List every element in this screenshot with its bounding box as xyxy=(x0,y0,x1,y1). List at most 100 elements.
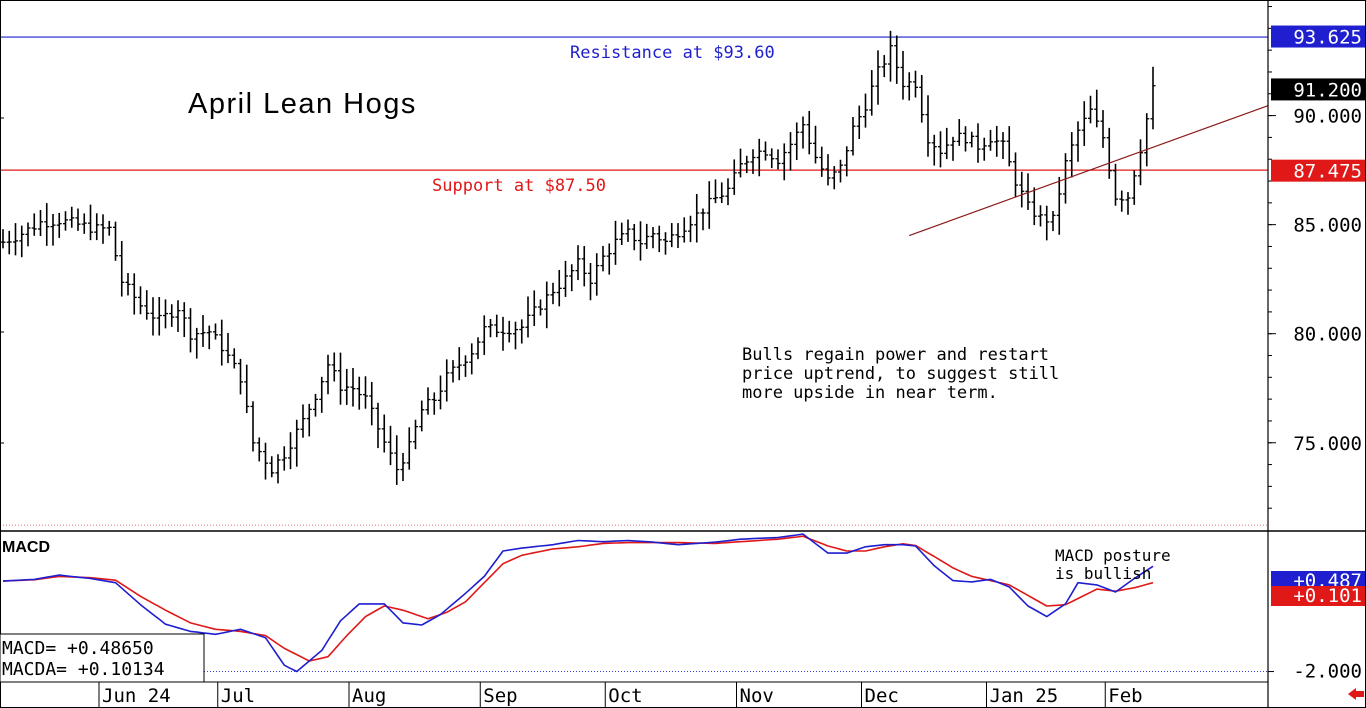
price-annotation-line: price uptrend, to suggest still xyxy=(742,364,1059,384)
macd-tag-bg-1 xyxy=(1271,586,1365,606)
ohlc-bar xyxy=(250,401,256,452)
ohlc-bar xyxy=(75,208,81,231)
ohlc-bar xyxy=(406,427,412,470)
ohlc-bar xyxy=(1025,173,1031,210)
ohlc-bar xyxy=(288,432,293,470)
ohlc-bar xyxy=(488,319,493,338)
ohlc-bar xyxy=(906,72,912,101)
ohlc-bar xyxy=(900,50,906,100)
ohlc-bar xyxy=(350,368,356,407)
month-label: Dec xyxy=(865,685,899,707)
ohlc-bar xyxy=(381,414,387,453)
ohlc-bar xyxy=(438,375,443,410)
ohlc-bar xyxy=(200,315,206,347)
ohlc-bar xyxy=(775,149,781,170)
ohlc-bar xyxy=(513,321,518,350)
price-annotation: Bulls regain power and restart price uptr… xyxy=(742,345,1059,403)
ohlc-bar xyxy=(300,404,306,438)
ohlc-bar xyxy=(1106,127,1112,179)
ohlc-bar xyxy=(1031,187,1037,226)
ohlc-bar xyxy=(713,179,718,204)
month-label: Feb xyxy=(1108,685,1142,707)
ohlc-bar xyxy=(506,320,512,343)
ohlc-bar xyxy=(1119,190,1125,212)
ohlc-bar xyxy=(363,376,368,409)
ohlc-bar xyxy=(650,227,656,249)
ohlc-bar xyxy=(1050,210,1056,232)
ohlc-bar xyxy=(444,359,450,402)
ohlc-bar xyxy=(1044,205,1050,241)
ohlc-bar xyxy=(838,159,843,183)
ohlc-bar xyxy=(588,263,593,301)
ohlc-bar xyxy=(81,213,87,234)
readout-box xyxy=(0,633,205,683)
chart-title: April Lean Hogs xyxy=(188,88,417,120)
ohlc-bar xyxy=(456,347,462,381)
ohlc-bar xyxy=(156,296,162,336)
ohlc-bar xyxy=(194,327,200,359)
ohlc-bar xyxy=(131,273,137,315)
macd-panel xyxy=(0,524,1268,673)
ohlc-bar xyxy=(138,286,143,315)
ohlc-bar xyxy=(275,454,281,484)
ohlc-bar xyxy=(319,376,325,413)
ohlc-bar xyxy=(556,269,562,307)
price-panel xyxy=(0,30,1269,485)
ohlc-bar xyxy=(469,343,475,375)
ohlc-bar xyxy=(63,211,68,231)
month-label: Jun 24 xyxy=(102,685,171,707)
ohlc-bar xyxy=(450,360,456,383)
ohlc-bar xyxy=(244,364,250,414)
ohlc-bar xyxy=(544,281,550,329)
ohlc-bar xyxy=(813,125,818,164)
ohlc-bar xyxy=(731,159,737,195)
ohlc-bar xyxy=(463,355,468,377)
ohlc-bar xyxy=(394,435,400,485)
ohlc-bar xyxy=(606,243,612,275)
ohlc-bar xyxy=(675,223,681,249)
ohlc-bar xyxy=(44,203,50,246)
ohlc-bar xyxy=(369,381,375,426)
ohlc-bar xyxy=(819,146,825,177)
price-tag-label-2: 87.475 xyxy=(1293,161,1362,183)
ohlc-bar xyxy=(281,446,287,471)
ohlc-bar xyxy=(931,134,937,166)
ohlc-bar xyxy=(263,442,268,480)
ohlc-bar xyxy=(569,264,575,292)
ohlc-bar xyxy=(719,182,725,204)
ohlc-bar xyxy=(113,221,118,261)
macd-annotation-line: MACD posture xyxy=(1055,546,1171,565)
ohlc-bar xyxy=(594,253,600,296)
ohlc-bar xyxy=(94,213,100,241)
ohlc-bar xyxy=(1038,205,1043,227)
ohlc-bar xyxy=(919,75,925,123)
price-tag-bg-2 xyxy=(1271,159,1365,182)
ohlc-bar xyxy=(1150,66,1156,130)
ohlc-bar xyxy=(475,337,481,360)
ohlc-bar xyxy=(694,193,700,243)
ohlc-bar xyxy=(388,425,393,466)
ohlc-bar xyxy=(825,154,831,186)
ohlc-bar xyxy=(738,148,743,178)
ohlc-bar xyxy=(175,300,181,332)
price-annotation-line: Bulls regain power and restart xyxy=(742,345,1049,365)
ohlc-bar xyxy=(888,30,893,82)
ohlc-bar xyxy=(563,260,568,297)
ohlc-bar xyxy=(213,323,218,340)
ohlc-bar xyxy=(856,105,862,139)
ohlc-bar xyxy=(981,137,987,161)
text-layer: April Lean Hogs MACD Resistance at $93.6… xyxy=(0,43,1171,683)
ohlc-bar xyxy=(494,314,500,338)
price-tick-label: 75.000 xyxy=(1293,433,1362,455)
month-label: Aug xyxy=(352,685,386,707)
ohlc-bar xyxy=(256,437,262,462)
ohlc-bar xyxy=(188,308,193,353)
ohlc-bar xyxy=(38,210,43,237)
ohlc-bar xyxy=(344,368,350,405)
ohlc-bar xyxy=(781,143,787,181)
ohlc-bar xyxy=(681,217,687,243)
macd-label: MACD xyxy=(2,539,50,556)
ohlc-bar xyxy=(869,70,875,116)
price-tick-label: 85.000 xyxy=(1293,215,1362,237)
